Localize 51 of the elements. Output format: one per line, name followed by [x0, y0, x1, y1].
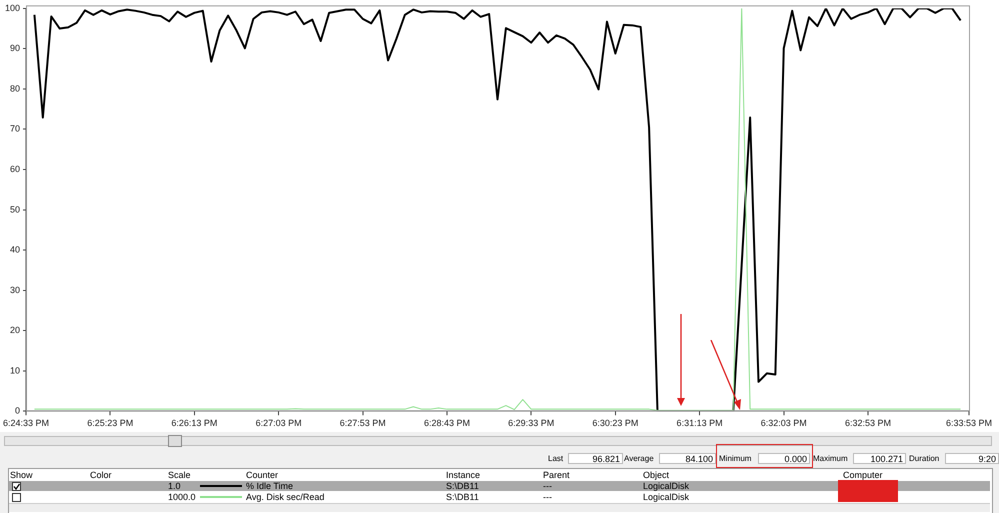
x-tick-label: 6:27:03 PM — [256, 418, 302, 428]
x-tick-label: 6:33:53 PM — [946, 418, 992, 428]
text: S:\DB11 — [446, 481, 479, 491]
x-tick-label: 6:24:33 PM — [3, 418, 50, 428]
text: 9:20 — [945, 453, 999, 464]
y-tick-label: 40 — [10, 244, 20, 255]
y-tick-label: 60 — [10, 164, 20, 174]
x-tick-label: 6:30:23 PM — [592, 418, 638, 428]
legend-label: % Idle Time — [246, 481, 294, 491]
y-tick-label: 0 — [15, 406, 20, 416]
text: Object — [643, 470, 670, 480]
text: --- — [543, 481, 552, 491]
text: Counter — [246, 470, 278, 480]
y-tick-label: 30 — [10, 284, 20, 295]
text: Scale — [168, 470, 191, 480]
x-tick-label: 6:28:43 PM — [424, 418, 470, 428]
x-tick-label: 6:32:03 PM — [760, 418, 807, 428]
text: 100.271 — [853, 453, 906, 464]
text: Show — [10, 470, 33, 480]
y-tick-label: 80 — [10, 83, 20, 94]
text: 84.100 — [659, 453, 716, 464]
y-tick-label: 90 — [10, 43, 20, 54]
text: Instance — [446, 470, 480, 480]
x-tick-label: 6:31:13 PM — [676, 418, 723, 428]
text: 0.000 — [758, 453, 810, 464]
x-tick-label: 6:29:33 PM — [508, 418, 554, 428]
y-tick-label: 10 — [10, 365, 20, 376]
x-tick-label: 6:25:23 PM — [87, 418, 134, 428]
text: S:\DB11 — [446, 492, 479, 502]
x-tick-label: 6:26:13 PM — [171, 418, 218, 428]
text: --- — [543, 492, 552, 502]
x-tick-label: 6:32:53 PM — [844, 418, 891, 428]
text: Minimum — [719, 453, 752, 464]
text: Last — [548, 453, 564, 464]
text: Duration — [909, 453, 940, 464]
y-tick-label: 20 — [10, 325, 20, 336]
y-tick-label: 70 — [10, 124, 20, 134]
text: LogicalDisk — [643, 481, 690, 491]
text: Average — [624, 453, 654, 464]
text: Parent — [543, 470, 570, 480]
text: Color — [90, 470, 112, 480]
text: 1000.0 — [168, 492, 196, 502]
text: Computer — [843, 470, 883, 480]
text: LogicalDisk — [643, 492, 690, 502]
text: 1.0 — [168, 481, 181, 491]
text: Maximum — [813, 453, 848, 464]
text: 96.821 — [568, 453, 623, 464]
legend-label: Avg. Disk sec/Read — [246, 492, 324, 502]
y-tick-label: 100 — [4, 2, 20, 13]
y-tick-label: 50 — [10, 204, 20, 214]
x-tick-label: 6:27:53 PM — [340, 418, 386, 428]
